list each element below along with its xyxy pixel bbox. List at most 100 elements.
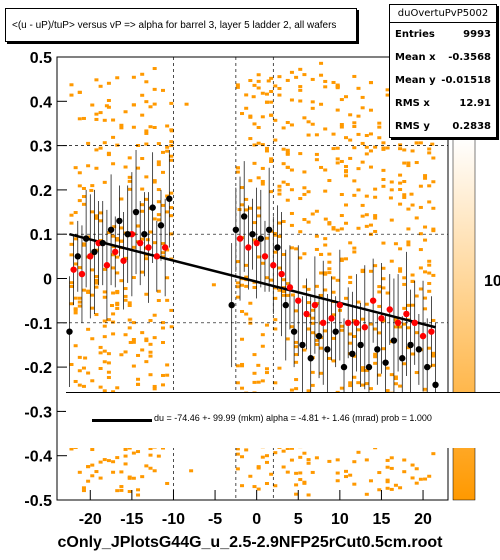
fill-cell bbox=[140, 209, 145, 213]
x-tick-label: -20 bbox=[79, 511, 102, 528]
black-data-point bbox=[74, 253, 81, 260]
red-data-point bbox=[120, 257, 127, 264]
fill-cell bbox=[111, 332, 116, 336]
fill-cell bbox=[256, 79, 261, 83]
fill-cell bbox=[427, 200, 432, 204]
fill-cell bbox=[352, 121, 357, 125]
fill-cell bbox=[377, 136, 382, 140]
fill-cell bbox=[264, 146, 269, 150]
fill-cell bbox=[131, 476, 136, 480]
fill-cell bbox=[281, 293, 286, 297]
red-data-point bbox=[103, 262, 111, 269]
fill-cell bbox=[102, 290, 107, 294]
chart-title: <(u - uP)/tuP> versus vP => alpha for ba… bbox=[5, 8, 357, 42]
stats-row-mean-x: Mean x -0.3568 bbox=[390, 46, 496, 69]
fill-cell bbox=[119, 197, 124, 201]
fill-cell bbox=[406, 243, 411, 247]
fill-cell bbox=[90, 293, 95, 297]
fill-cell bbox=[165, 276, 170, 280]
fill-cell bbox=[310, 106, 315, 110]
fill-cell bbox=[235, 170, 240, 174]
fill-cell bbox=[389, 373, 394, 377]
fill-cell bbox=[106, 151, 111, 155]
fill-cell bbox=[406, 161, 411, 165]
fill-cell bbox=[256, 466, 261, 470]
fill-cell bbox=[123, 165, 128, 169]
fill-cell bbox=[106, 375, 111, 379]
fill-cell bbox=[81, 486, 86, 490]
red-data-point bbox=[419, 332, 427, 340]
fill-cell bbox=[364, 224, 369, 228]
fill-cell bbox=[344, 95, 349, 99]
fill-cell bbox=[169, 325, 174, 329]
fill-cell bbox=[323, 329, 328, 333]
fill-cell bbox=[140, 157, 145, 161]
red-data-point bbox=[286, 284, 294, 291]
fill-cell bbox=[102, 324, 107, 328]
fill-cell bbox=[140, 331, 145, 335]
fill-cell bbox=[314, 234, 319, 238]
fill-cell bbox=[377, 285, 382, 289]
axes: -20 -15 -10 -5 0 5 10 15 20 -0.5 -0.4 -0.3 -0.2 -0.1 0… bbox=[24, 50, 432, 528]
fill-cell bbox=[348, 473, 353, 477]
fill-cell bbox=[310, 100, 315, 104]
fill-cell bbox=[98, 219, 103, 223]
fill-cell bbox=[269, 100, 274, 104]
fill-cell bbox=[302, 116, 307, 120]
fill-cell bbox=[431, 354, 436, 358]
fill-cell bbox=[77, 199, 82, 203]
black-data-point bbox=[432, 381, 439, 389]
fill-cell bbox=[260, 166, 265, 170]
black-data-point bbox=[132, 208, 140, 216]
fill-cell bbox=[356, 188, 361, 192]
fill-cell bbox=[427, 263, 432, 267]
fill-cell bbox=[252, 238, 257, 242]
fill-cell bbox=[169, 206, 174, 210]
fill-cell bbox=[427, 346, 432, 350]
fill-cell bbox=[410, 273, 415, 277]
fill-cell bbox=[235, 295, 240, 299]
fill-cell bbox=[323, 243, 328, 247]
fill-cell bbox=[402, 458, 407, 462]
fill-cell bbox=[319, 102, 324, 106]
fill-cell bbox=[427, 474, 432, 478]
fill-cell bbox=[352, 125, 357, 129]
fill-cell bbox=[77, 90, 82, 94]
fill-cell bbox=[289, 325, 294, 329]
black-data-point bbox=[307, 355, 314, 362]
y-tick-label: 0.5 bbox=[30, 50, 52, 67]
fill-cell bbox=[169, 214, 174, 218]
fill-cell bbox=[323, 127, 328, 131]
fill-cell bbox=[94, 148, 99, 152]
fill-cell bbox=[364, 194, 369, 198]
fill-cell bbox=[314, 158, 319, 162]
fill-cell bbox=[123, 294, 128, 298]
fill-cell bbox=[94, 281, 99, 285]
fill-cell bbox=[427, 271, 432, 275]
fill-cell bbox=[339, 328, 344, 332]
fill-cell bbox=[119, 239, 124, 243]
fill-cell bbox=[98, 385, 103, 389]
fill-cell bbox=[335, 161, 340, 165]
fill-cell bbox=[131, 364, 136, 368]
fill-cell bbox=[327, 356, 332, 360]
fill-cell bbox=[244, 263, 249, 267]
fill-cell bbox=[104, 104, 109, 108]
fill-cell bbox=[339, 192, 344, 196]
fill-cell bbox=[327, 271, 332, 275]
fill-cell bbox=[285, 165, 290, 169]
fill-cell bbox=[402, 282, 407, 286]
fill-cell bbox=[127, 187, 132, 191]
fill-cell bbox=[331, 80, 336, 84]
fill-cell bbox=[148, 447, 153, 451]
fill-cell bbox=[410, 476, 415, 480]
fill-cell bbox=[281, 180, 286, 184]
fill-cell bbox=[244, 93, 249, 97]
fill-cell bbox=[272, 232, 277, 236]
black-data-point bbox=[249, 231, 256, 238]
fill-cell bbox=[423, 296, 428, 300]
fill-cell bbox=[319, 346, 324, 350]
fill-cell bbox=[73, 262, 78, 266]
black-data-point bbox=[315, 332, 323, 340]
fill-cell bbox=[69, 362, 74, 366]
